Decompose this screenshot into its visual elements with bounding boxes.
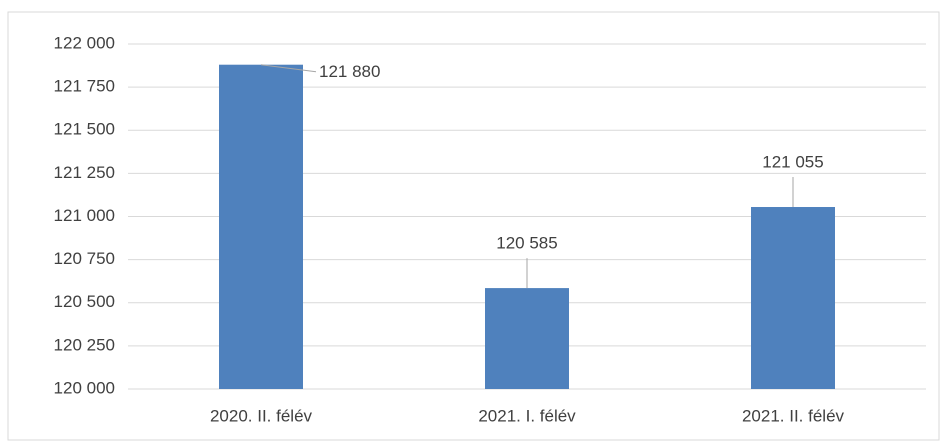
bar	[219, 64, 303, 389]
y-tick-label: 121 000	[54, 206, 115, 225]
x-tick-label: 2021. I. félév	[478, 406, 576, 425]
data-label: 120 585	[496, 234, 557, 253]
data-label: 121 055	[762, 152, 823, 171]
y-tick-label: 121 500	[54, 120, 115, 139]
y-tick-label: 120 000	[54, 378, 115, 397]
bar	[485, 288, 569, 389]
bar	[751, 207, 835, 389]
leader-line	[260, 64, 317, 73]
x-tick-label: 2021. II. félév	[742, 406, 845, 425]
x-tick-label: 2020. II. félév	[210, 406, 313, 425]
y-tick-label: 120 500	[54, 292, 115, 311]
y-tick-label: 121 250	[54, 163, 115, 182]
y-tick-label: 122 000	[54, 33, 115, 52]
y-tick-label: 121 750	[54, 77, 115, 96]
y-tick-label: 120 250	[54, 335, 115, 354]
data-label: 121 880	[319, 62, 380, 81]
y-tick-label: 120 750	[54, 249, 115, 268]
